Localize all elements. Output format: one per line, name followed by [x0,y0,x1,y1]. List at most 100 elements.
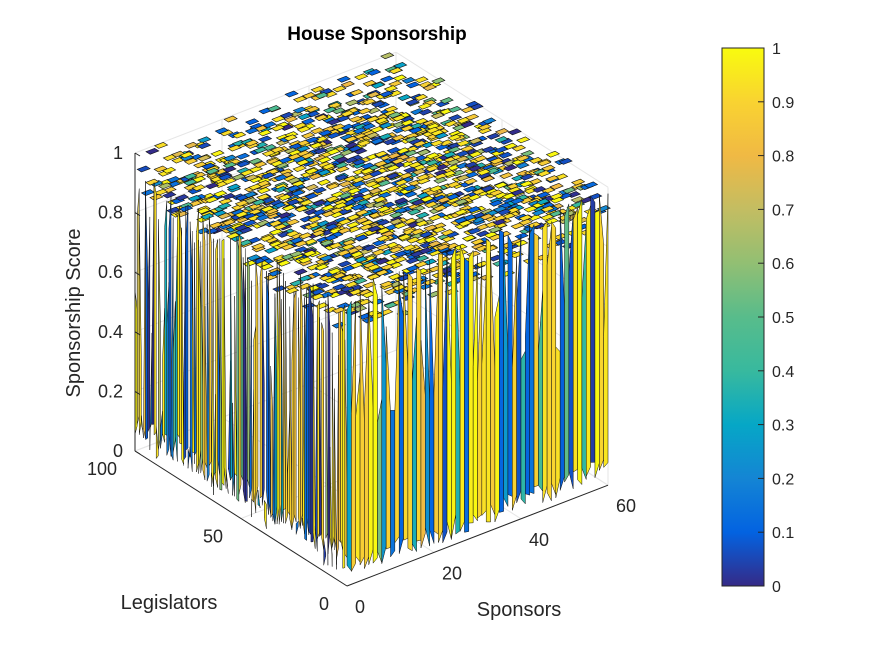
surface-top-cell [376,219,391,226]
surface-top-cell [374,117,389,124]
surface-top-cell [386,147,401,154]
surface-top-cell [460,121,475,128]
surface-top-cell [310,86,325,93]
surface-top-cell [256,187,271,194]
z-tick-mark [134,331,141,336]
surface-top-cell [510,189,525,196]
surface-top-cell [482,117,497,125]
surface-top-cell [497,208,512,216]
surface-top-cell [317,169,332,176]
surface-front-strip [603,193,609,469]
colorbar-tick-label: 0.6 [772,256,794,273]
surface-left-strip [247,257,250,488]
surface-top-cell [405,257,420,264]
surface-front-strip [538,289,543,492]
surface-top-cell [429,139,444,147]
surface-top-cell [410,228,425,236]
surface-top-cell [401,244,417,252]
surface-left-strip [249,280,252,498]
y-axis-label: Legislators [121,592,218,614]
surface-front-strip [520,350,526,505]
surface-top-cell [257,135,273,143]
surface-left-strip [338,310,341,544]
surface-left-strip [317,300,320,539]
axes-front-lines [134,153,609,587]
surface-top-cell [349,250,365,258]
surface-top-cell [297,113,312,121]
surface-top-cell [445,231,460,238]
x-tick-label: 0 [355,597,365,617]
surface-left-strip [202,218,206,481]
surface-top-cell [562,187,577,194]
surface-top-cell [418,108,433,116]
surface-left-strip [285,280,288,524]
surface-top-cell [327,102,342,109]
surface-top-cell [501,192,517,200]
surface-top-cell [354,73,369,81]
surface-top-cell [446,146,462,154]
surface-front-strip [355,372,361,563]
surface-top-cell [222,165,237,173]
surface-top-cell [412,168,427,176]
surface-top-cell [423,224,438,232]
surface-top-cell [379,75,395,83]
surface-top-cell [455,150,470,158]
surface-left-strip [323,539,327,566]
z-tick-mark [134,152,141,157]
surface-front-strip [398,290,404,554]
surface-front-strip [416,267,422,542]
surface-top-cell [346,221,361,229]
surface-top-cell [218,173,233,181]
z-tick-label: 0.2 [98,381,123,401]
surface-top-cell [323,276,338,284]
surface-top-cell [372,196,387,203]
surface-top-cell [489,189,504,197]
surface-top-cell [348,288,364,296]
surface-top-cell [337,227,352,235]
surface-left-strip [310,300,314,543]
surface-top-cell [324,223,339,231]
surface-top-cell [264,236,279,244]
surface-top-cell [463,178,478,185]
surface-top-cell [383,301,398,309]
surface-top-cell [375,234,391,242]
surface-top-cell [251,198,266,206]
surface-top-cell [340,243,356,251]
surface-top-cell [350,203,365,211]
x-axis-label: Sponsors [477,599,562,621]
surface-top-cell [425,152,440,160]
surface-top-cell [480,185,495,193]
surface-top-cell [312,186,327,194]
surface-top-cell [196,154,212,162]
surface-top-cell [492,218,507,226]
colorbar-tick-label: 0.3 [772,418,794,435]
surface-top-cell [403,191,418,198]
surface-top-cell [549,183,564,190]
surface-front-strip [385,326,391,550]
surface-front-strip [446,260,452,540]
surface-top-cell [277,211,292,219]
surface-top-cell [197,136,212,144]
surface-top-cell [284,287,300,294]
surface-top-cell [362,80,377,87]
surface-top-cell [379,90,394,98]
surface-top-cell [401,77,416,84]
surface-top-cell [310,127,325,135]
surface-front-strip [459,245,465,532]
surface-top-cell [221,193,236,200]
surface-top-cell [313,147,328,155]
surface-front-strip [472,255,478,522]
surface-top-cell [162,191,177,199]
surface-left-strip [236,236,240,503]
surface-top-cell [343,156,358,164]
surface-top-cell [416,149,431,156]
surface-front-strip [468,249,474,524]
surface-top-cell [326,132,341,139]
surface-top-cell [532,186,547,193]
surface-top-cell [414,220,430,227]
surface-top-cell [408,126,423,134]
surface-top-cell [400,124,415,132]
surface-left-strip [217,258,221,477]
surface-top-cell [387,111,402,119]
surface-top-cell [518,214,533,222]
